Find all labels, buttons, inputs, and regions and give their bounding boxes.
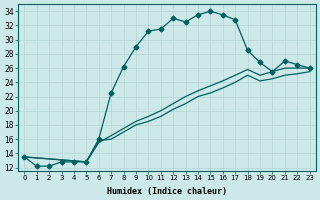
X-axis label: Humidex (Indice chaleur): Humidex (Indice chaleur) (107, 187, 227, 196)
